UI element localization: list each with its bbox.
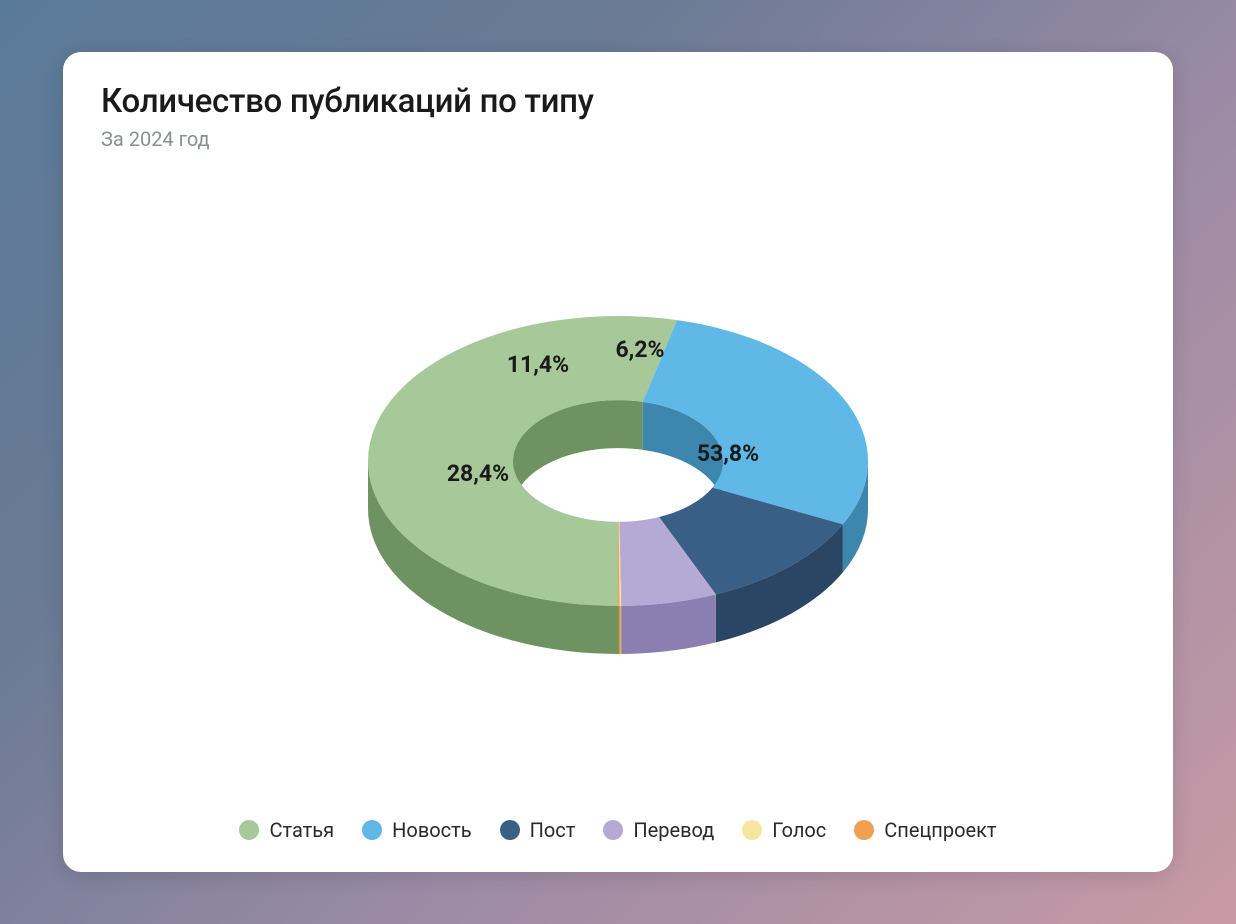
slice-percent-label: 11,4% xyxy=(507,351,569,378)
legend-label: Спецпроект xyxy=(884,818,996,842)
chart-subtitle: За 2024 год xyxy=(101,127,1135,151)
legend-item[interactable]: Спецпроект xyxy=(854,818,996,842)
legend-label: Пост xyxy=(530,818,576,842)
slice-percent-label: 6,2% xyxy=(615,336,664,363)
chart-area: 53,8% 28,4% 11,4% 6,2% xyxy=(101,151,1135,810)
legend-dot-icon xyxy=(500,820,520,840)
slice-percent-label: 53,8% xyxy=(697,440,759,467)
slice-percent-label: 28,4% xyxy=(447,460,509,487)
legend-item[interactable]: Новость xyxy=(362,818,471,842)
legend-item[interactable]: Голос xyxy=(742,818,826,842)
legend: Статья Новость Пост Перевод Голос Спецпроект xyxy=(101,810,1135,848)
legend-dot-icon xyxy=(362,820,382,840)
donut-outer-wall xyxy=(620,605,622,653)
legend-label: Перевод xyxy=(633,818,714,842)
donut-chart-svg: 53,8% 28,4% 11,4% 6,2% xyxy=(238,211,998,751)
donut-outer-wall xyxy=(618,605,620,653)
chart-card: Количество публикаций по типу За 2024 го… xyxy=(63,52,1173,872)
legend-item[interactable]: Статья xyxy=(239,818,334,842)
legend-dot-icon xyxy=(239,820,259,840)
legend-item[interactable]: Пост xyxy=(500,818,576,842)
legend-item[interactable]: Перевод xyxy=(603,818,714,842)
legend-dot-icon xyxy=(854,820,874,840)
legend-dot-icon xyxy=(742,820,762,840)
legend-label: Голос xyxy=(772,818,826,842)
chart-title: Количество публикаций по типу xyxy=(101,82,1135,121)
legend-dot-icon xyxy=(603,820,623,840)
legend-label: Новость xyxy=(392,818,471,842)
legend-label: Статья xyxy=(269,818,334,842)
